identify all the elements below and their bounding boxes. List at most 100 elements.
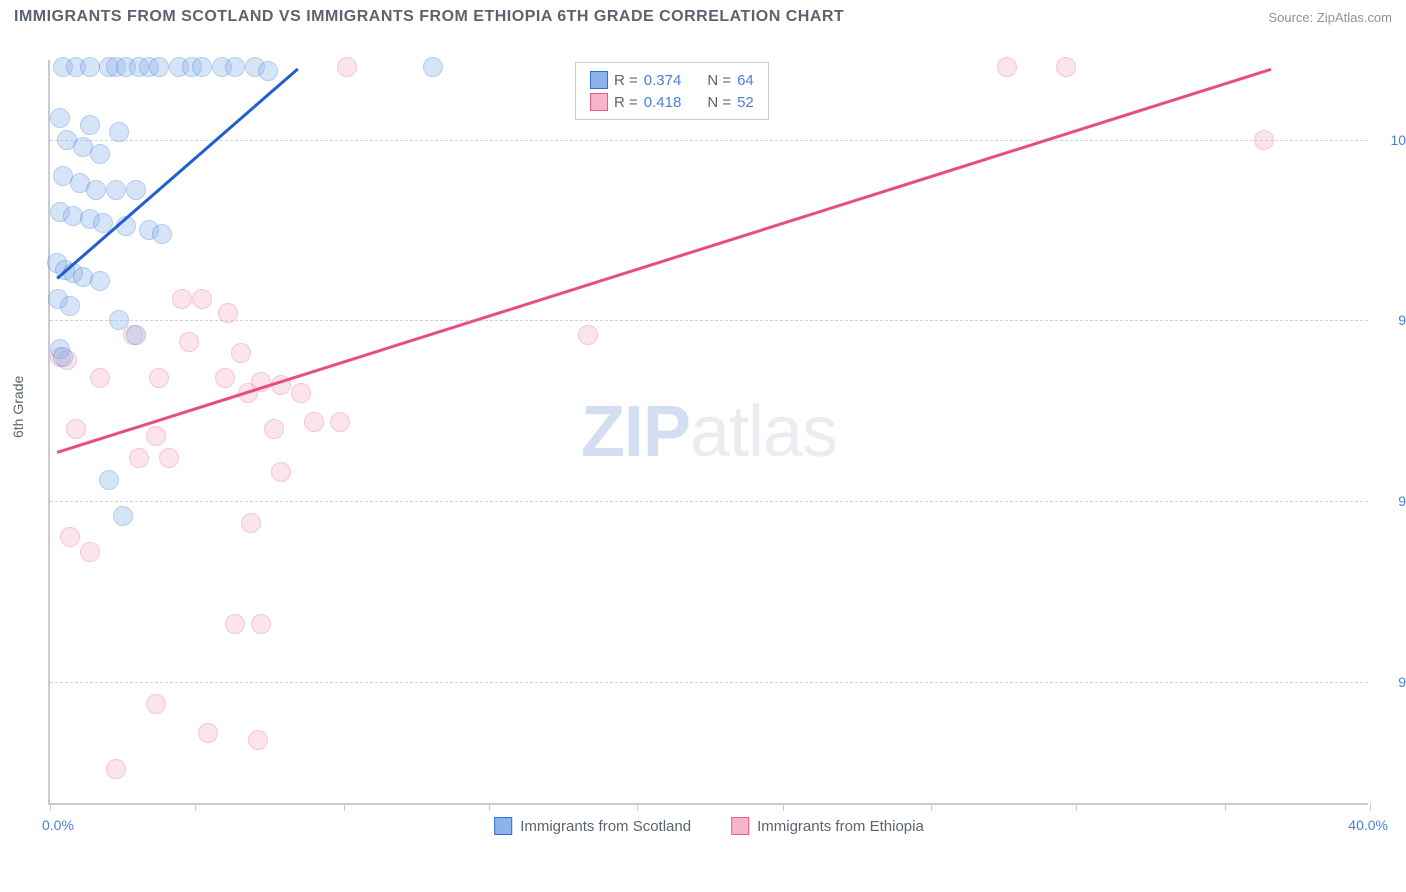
data-point (126, 180, 146, 200)
legend-swatch (590, 93, 608, 111)
x-tick (783, 803, 784, 811)
data-point (80, 57, 100, 77)
gridline-h (50, 140, 1368, 141)
data-point (192, 289, 212, 309)
data-point (291, 383, 311, 403)
data-point (578, 325, 598, 345)
data-point (225, 57, 245, 77)
series-name: Immigrants from Ethiopia (757, 818, 924, 835)
watermark: ZIPatlas (581, 391, 837, 473)
data-point (80, 115, 100, 135)
data-point (1056, 57, 1076, 77)
legend-r-label: R = (614, 72, 638, 89)
header: IMMIGRANTS FROM SCOTLAND VS IMMIGRANTS F… (0, 0, 1406, 32)
data-point (198, 723, 218, 743)
data-point (215, 368, 235, 388)
data-point (90, 144, 110, 164)
watermark-light: atlas (690, 392, 837, 472)
data-point (90, 271, 110, 291)
legend-r-value: 0.374 (644, 72, 682, 89)
x-tick (1370, 803, 1371, 811)
data-point (129, 448, 149, 468)
data-point (179, 332, 199, 352)
data-point (86, 180, 106, 200)
data-point (330, 412, 350, 432)
legend-n-value: 52 (737, 94, 754, 111)
data-point (231, 343, 251, 363)
correlation-legend: R = 0.374 N = 64 R = 0.418 N = 52 (575, 62, 769, 120)
gridline-h (50, 320, 1368, 321)
data-point (152, 224, 172, 244)
legend-swatch (494, 817, 512, 835)
series-legend: Immigrants from Scotland Immigrants from … (494, 817, 924, 835)
data-point (218, 303, 238, 323)
x-tick (50, 803, 51, 811)
x-tick (1076, 803, 1077, 811)
x-tick (195, 803, 196, 811)
legend-r-value: 0.418 (644, 94, 682, 111)
data-point (248, 730, 268, 750)
legend-n-value: 64 (737, 72, 754, 89)
legend-swatch (590, 71, 608, 89)
data-point (159, 448, 179, 468)
scatter-chart: ZIPatlas 92.5%95.0%97.5%100.0%0.0%40.0%R… (48, 60, 1368, 805)
trend-line (56, 67, 1271, 453)
y-tick-label: 92.5% (1378, 674, 1406, 690)
data-point (149, 57, 169, 77)
data-point (113, 506, 133, 526)
x-tick (931, 803, 932, 811)
chart-title: IMMIGRANTS FROM SCOTLAND VS IMMIGRANTS F… (14, 8, 844, 26)
trend-line (56, 68, 299, 280)
x-tick (489, 803, 490, 811)
x-tick (344, 803, 345, 811)
data-point (225, 614, 245, 634)
legend-n-label: N = (707, 94, 731, 111)
data-point (146, 426, 166, 446)
data-point (271, 462, 291, 482)
x-axis-label-end: 40.0% (1348, 817, 1388, 833)
data-point (264, 419, 284, 439)
data-point (53, 347, 73, 367)
data-point (126, 325, 146, 345)
legend-n-label: N = (707, 72, 731, 89)
gridline-h (50, 682, 1368, 683)
y-axis-title: 6th Grade (10, 376, 26, 438)
watermark-bold: ZIP (581, 392, 690, 472)
data-point (146, 694, 166, 714)
legend-row: R = 0.418 N = 52 (590, 91, 754, 113)
data-point (90, 368, 110, 388)
data-point (60, 527, 80, 547)
y-tick-label: 95.0% (1378, 493, 1406, 509)
data-point (337, 57, 357, 77)
y-tick-label: 97.5% (1378, 312, 1406, 328)
x-tick (637, 803, 638, 811)
data-point (1254, 130, 1274, 150)
data-point (109, 122, 129, 142)
legend-r-label: R = (614, 94, 638, 111)
series-name: Immigrants from Scotland (520, 818, 691, 835)
data-point (172, 289, 192, 309)
legend-swatch (731, 817, 749, 835)
data-point (192, 57, 212, 77)
data-point (423, 57, 443, 77)
data-point (99, 470, 119, 490)
x-axis-label-start: 0.0% (42, 817, 74, 833)
legend-row: R = 0.374 N = 64 (590, 69, 754, 91)
data-point (241, 513, 261, 533)
y-tick-label: 100.0% (1378, 132, 1406, 148)
data-point (304, 412, 324, 432)
data-point (106, 759, 126, 779)
series-legend-item: Immigrants from Scotland (494, 817, 691, 835)
data-point (106, 180, 126, 200)
data-point (109, 310, 129, 330)
series-legend-item: Immigrants from Ethiopia (731, 817, 924, 835)
x-tick (1225, 803, 1226, 811)
data-point (251, 614, 271, 634)
source-label: Source: ZipAtlas.com (1268, 10, 1392, 25)
data-point (60, 296, 80, 316)
data-point (80, 542, 100, 562)
data-point (50, 108, 70, 128)
data-point (66, 419, 86, 439)
data-point (258, 61, 278, 81)
data-point (997, 57, 1017, 77)
